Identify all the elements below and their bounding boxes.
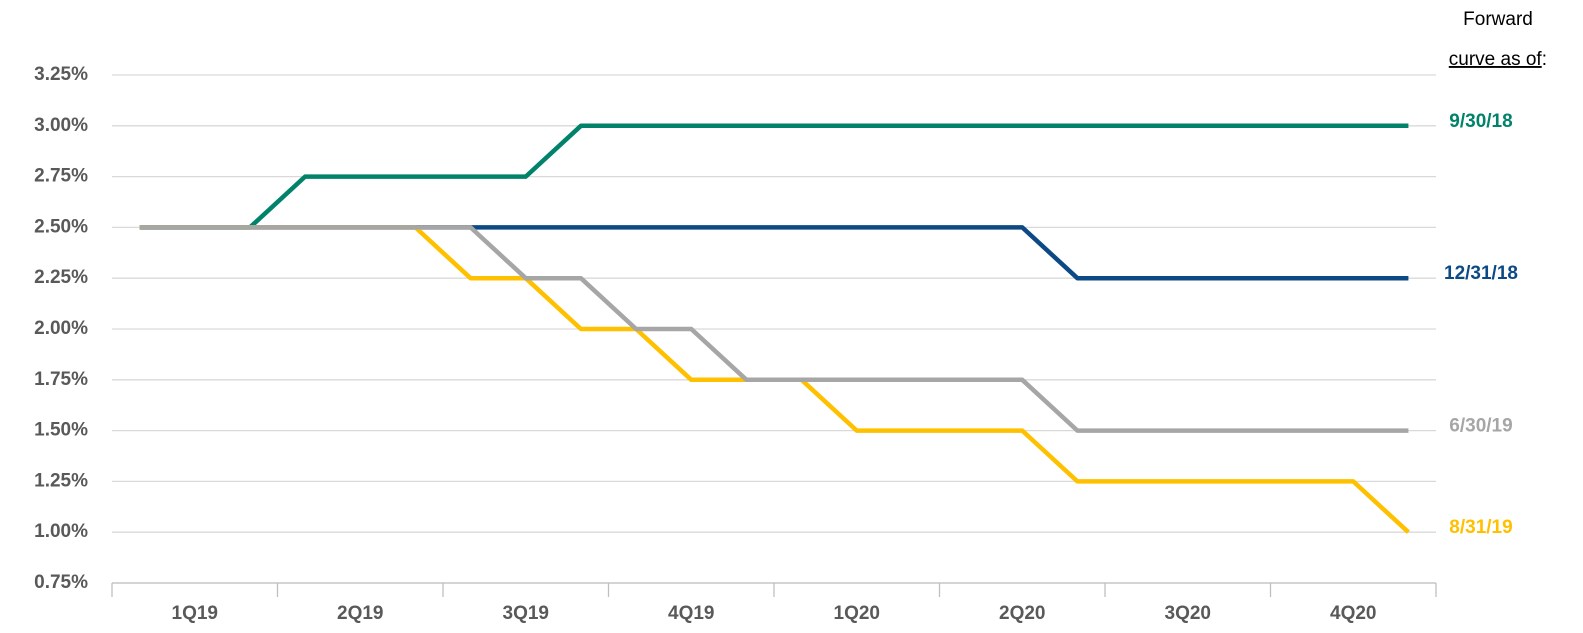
y-tick-label: 3.25% bbox=[34, 64, 88, 85]
series-line bbox=[139, 225, 1409, 281]
series-label: 6/30/19 bbox=[1449, 416, 1512, 437]
y-tick-label: 1.00% bbox=[34, 521, 88, 542]
y-tick-label: 2.00% bbox=[34, 318, 88, 339]
x-tick-label: 1Q20 bbox=[834, 603, 880, 624]
y-tick-label: 0.75% bbox=[34, 572, 88, 593]
x-tick-label: 2Q20 bbox=[999, 603, 1045, 624]
y-tick-label: 1.50% bbox=[34, 420, 88, 441]
y-tick-label: 2.50% bbox=[34, 216, 88, 237]
y-tick-label: 3.00% bbox=[34, 115, 88, 136]
legend-title-suffix: : bbox=[1542, 49, 1547, 70]
legend-title: Forward bbox=[1463, 9, 1533, 30]
series-label: 12/31/18 bbox=[1444, 263, 1518, 284]
x-tick-label: 2Q19 bbox=[337, 603, 383, 624]
x-tick-label: 4Q20 bbox=[1330, 603, 1376, 624]
x-tick-label: 3Q19 bbox=[503, 603, 549, 624]
y-tick-label: 1.75% bbox=[34, 369, 88, 390]
y-tick-label: 2.75% bbox=[34, 166, 88, 187]
x-tick-label: 3Q20 bbox=[1165, 603, 1211, 624]
x-tick-label: 4Q19 bbox=[668, 603, 714, 624]
series-line bbox=[139, 123, 1409, 230]
series-label: 8/31/19 bbox=[1449, 517, 1512, 538]
y-tick-label: 1.25% bbox=[34, 470, 88, 491]
legend-title: curve as of: bbox=[1449, 49, 1547, 70]
x-tick-label: 1Q19 bbox=[172, 603, 218, 624]
y-tick-label: 2.25% bbox=[34, 267, 88, 288]
series-line bbox=[139, 225, 1409, 433]
legend-title-underlined: curve as of bbox=[1449, 49, 1543, 70]
series-label: 9/30/18 bbox=[1449, 111, 1512, 132]
